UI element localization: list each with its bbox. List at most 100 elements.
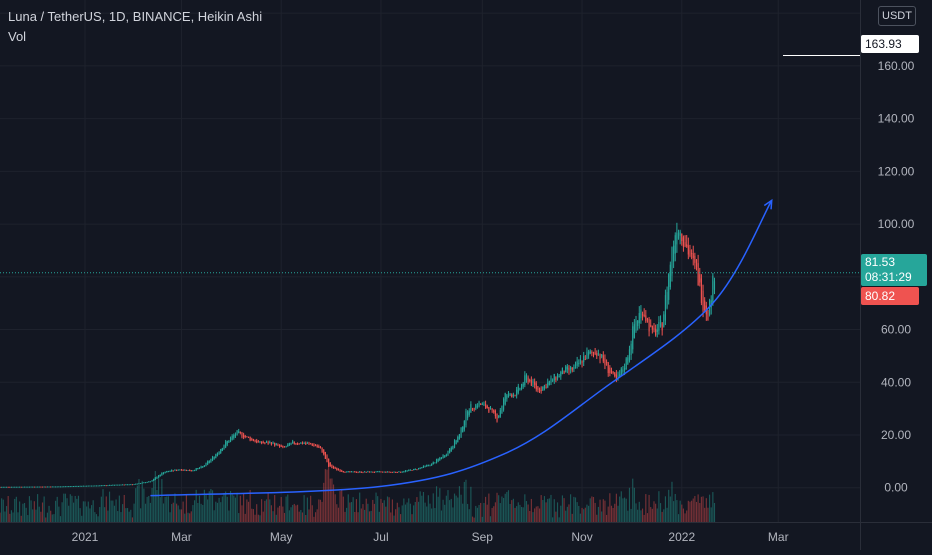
volume-bar [659, 503, 662, 522]
candle-body [610, 370, 613, 374]
volume-bar [431, 508, 433, 522]
candle-body [462, 426, 464, 433]
volume-bar [90, 505, 93, 522]
candle-body [321, 447, 323, 452]
volume-bar [529, 510, 531, 522]
candle-body [535, 383, 537, 390]
prev-price-tag: 80.82 [861, 287, 919, 305]
candle-body [190, 470, 192, 472]
x-tick-label: Nov [571, 530, 592, 544]
price-axis[interactable]: 0.0020.0040.0060.0080.00100.00120.00140.… [878, 6, 915, 495]
candle-body [588, 351, 590, 356]
volume-bar [257, 514, 259, 522]
candle-body [97, 485, 99, 487]
candle-body [149, 481, 151, 483]
candle-body [347, 471, 349, 473]
x-tick-label: May [270, 530, 293, 544]
volume-bar [324, 469, 326, 522]
volume-bar [167, 496, 169, 522]
volume-bar [53, 514, 55, 522]
candle-body [234, 434, 237, 437]
candle-body [108, 484, 111, 486]
candle-body [231, 436, 233, 440]
legend-volume-label[interactable]: Vol [8, 29, 27, 44]
candle-body [64, 486, 66, 488]
volume-bar [169, 512, 171, 522]
candle-body [516, 389, 518, 396]
candle-body [666, 292, 668, 308]
volume-bar [602, 499, 604, 522]
candle-body [81, 485, 83, 487]
chart-legend[interactable]: Luna / TetherUS, 1D, BINANCE, Heikin Ash… [8, 7, 262, 47]
time-axis[interactable]: 2021 Mar May Jul Sep Nov 2022 Mar [72, 530, 789, 544]
candle-body [427, 465, 429, 467]
candle-body [107, 485, 109, 487]
candle-body [123, 484, 125, 486]
volume-bar [99, 507, 101, 522]
candle-body [292, 441, 294, 444]
candle-body [326, 455, 328, 462]
candle-body [602, 355, 604, 362]
trend-curve[interactable] [150, 198, 773, 497]
candle-body [689, 249, 691, 257]
volume-bar [535, 506, 537, 522]
volume-bar [187, 512, 189, 522]
currency-badge[interactable]: USDT [878, 6, 916, 26]
volume-bar [10, 510, 13, 522]
candle-body [530, 380, 532, 386]
volume-bar [89, 508, 91, 522]
volume-bar [709, 494, 711, 522]
volume-bar [383, 500, 385, 522]
candle-body [697, 263, 699, 286]
y-tick-label: 20.00 [881, 428, 911, 442]
candle-body [143, 482, 145, 484]
volume-bar [681, 504, 683, 522]
volume-bar [220, 502, 222, 522]
volume-bar [102, 489, 104, 522]
candle-body [184, 469, 186, 471]
candle-body [393, 471, 395, 473]
volume-bar [319, 499, 322, 522]
volume-bar [555, 511, 557, 522]
candle-body [220, 449, 222, 453]
volume-bar [589, 498, 591, 522]
candle-body [225, 441, 227, 448]
volume-bar [23, 502, 26, 522]
volume-bar [40, 511, 42, 522]
volume-bar [496, 492, 498, 522]
volume-bar [664, 496, 667, 522]
volume-bar [239, 495, 241, 522]
volume-bar [50, 510, 52, 522]
candle-body [364, 471, 366, 473]
candle-body [99, 485, 101, 487]
volume-bar [713, 502, 716, 522]
volume-bar [710, 507, 712, 522]
volume-bar [478, 504, 480, 522]
volume-bar [100, 496, 102, 522]
candle-body [399, 471, 402, 473]
candle-body [375, 471, 377, 473]
candle-body [197, 468, 199, 470]
candle-body [681, 233, 683, 242]
candle-body [53, 486, 55, 488]
volume-bar [189, 513, 191, 522]
candle-body [68, 486, 70, 488]
candle-body [547, 382, 549, 388]
candle-body [388, 471, 390, 473]
candle-body [218, 451, 220, 455]
volume-bar [498, 495, 500, 522]
volume-bar [367, 503, 369, 522]
candle-body [319, 446, 322, 449]
volume-bar [154, 471, 156, 522]
volume-bar [339, 491, 341, 522]
volume-bar [467, 503, 469, 522]
legend-title[interactable]: Luna / TetherUS, 1D, BINANCE, Heikin Ash… [8, 9, 263, 24]
volume-bar [161, 479, 163, 522]
candle-body [90, 485, 93, 487]
volume-bar [238, 513, 240, 522]
volume-bar [118, 495, 120, 522]
volume-bar [656, 508, 658, 522]
candle-body [591, 352, 593, 354]
